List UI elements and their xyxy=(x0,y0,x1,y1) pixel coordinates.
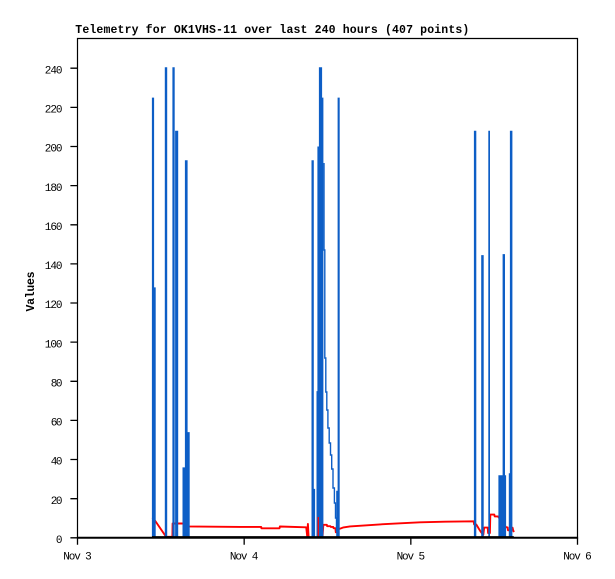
svg-text:140: 140 xyxy=(45,261,63,273)
svg-text:Nov 4: Nov 4 xyxy=(230,552,259,564)
svg-text:Values: Values xyxy=(25,271,38,311)
svg-text:40: 40 xyxy=(51,457,63,469)
svg-text:160: 160 xyxy=(45,222,63,234)
svg-text:100: 100 xyxy=(45,339,63,351)
svg-text:120: 120 xyxy=(45,300,63,312)
svg-text:0: 0 xyxy=(56,535,63,547)
svg-text:80: 80 xyxy=(51,379,63,391)
svg-text:Nov 3: Nov 3 xyxy=(63,552,92,564)
svg-text:60: 60 xyxy=(51,418,63,430)
svg-text:240: 240 xyxy=(45,65,63,77)
svg-text:Nov 5: Nov 5 xyxy=(397,552,426,564)
svg-text:180: 180 xyxy=(45,183,63,195)
svg-text:20: 20 xyxy=(51,496,63,508)
svg-text:220: 220 xyxy=(45,105,63,117)
svg-text:Telemetry for OK1VHS-11 over l: Telemetry for OK1VHS-11 over last 240 ho… xyxy=(75,24,469,37)
svg-text:200: 200 xyxy=(45,144,63,156)
svg-text:Nov 6: Nov 6 xyxy=(563,552,592,564)
